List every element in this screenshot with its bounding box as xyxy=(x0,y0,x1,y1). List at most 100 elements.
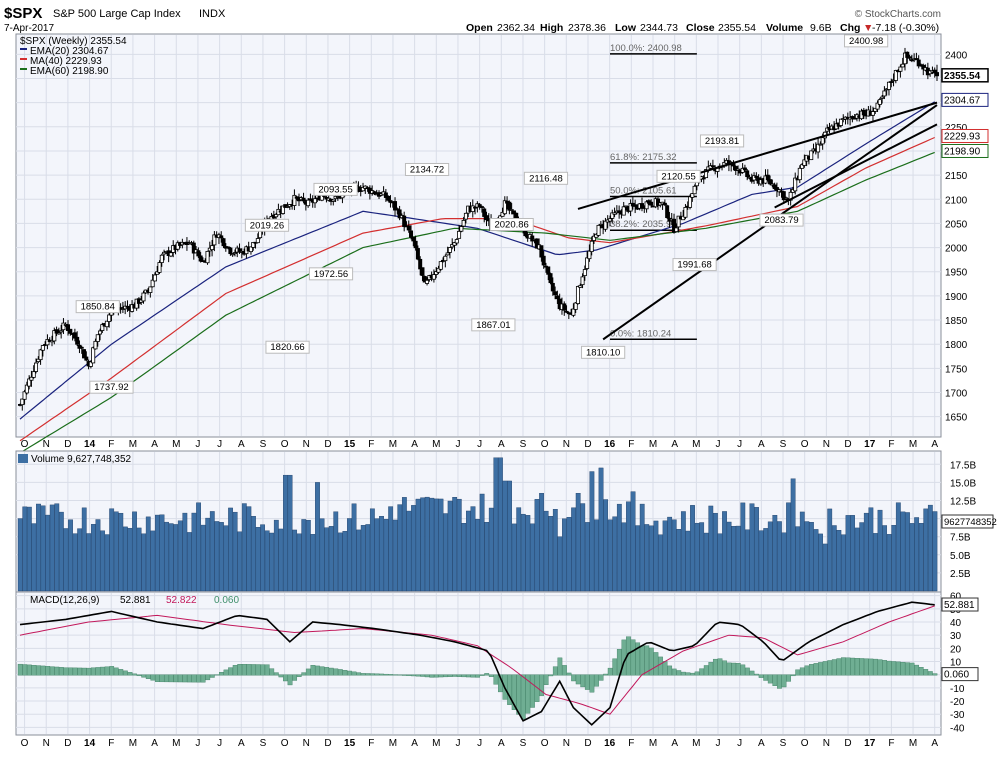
volume-bar xyxy=(740,502,746,592)
candle-body xyxy=(75,336,80,345)
candle-body xyxy=(649,201,654,206)
histogram-bar xyxy=(680,671,686,676)
chg-value: -7.18 (-0.30%) xyxy=(872,22,939,34)
histogram-bar xyxy=(205,674,211,681)
close-label: Close xyxy=(686,22,715,34)
right-label: 2198.90 xyxy=(944,146,981,157)
volume-bar xyxy=(594,519,599,592)
candle-body xyxy=(548,273,553,284)
volume-bar xyxy=(310,534,316,592)
volume-bar xyxy=(68,519,73,592)
x-tick-label: N xyxy=(823,439,830,450)
volume-bar xyxy=(676,529,682,592)
volume-bar xyxy=(145,516,151,592)
candle-body xyxy=(34,362,39,372)
candle-body xyxy=(141,292,146,302)
x-tick-label: S xyxy=(520,738,527,749)
volume-bar xyxy=(648,525,654,592)
x-tick-label: N xyxy=(823,738,830,749)
volume-bar xyxy=(324,527,330,592)
fibonacci-levels: 100.0%: 2400.98 61.8%: 2175.32 50.0%: 2105… xyxy=(609,43,697,341)
candle-body xyxy=(150,279,155,288)
histogram-bar xyxy=(68,667,73,676)
volume-bar xyxy=(635,525,641,592)
candle-body xyxy=(402,215,407,227)
candle-body xyxy=(36,358,41,363)
x-tick-label: D xyxy=(584,738,591,749)
volume-bar xyxy=(831,525,837,592)
volume-bar xyxy=(717,533,723,592)
ema20-line xyxy=(19,101,936,420)
ohlc-bar: Open 2362.34 High 2378.36 Low 2344.73 Cl… xyxy=(466,22,939,34)
low-label: Low xyxy=(615,22,637,34)
x-tick-label: F xyxy=(368,439,374,450)
candle-body xyxy=(745,170,750,178)
candle-body xyxy=(704,169,709,179)
volume-bar xyxy=(900,511,906,592)
fib-label: 0.0%: 1810.24 xyxy=(610,328,671,339)
annotation-box xyxy=(75,300,120,314)
volume-bar xyxy=(712,512,718,592)
histogram-bar xyxy=(758,674,764,678)
macd-tick-label: -20 xyxy=(950,697,965,708)
histogram-bar xyxy=(443,674,448,678)
histogram-bar xyxy=(493,674,499,685)
macd-title: MACD(12,26,9) xyxy=(30,595,99,606)
candle-body xyxy=(683,207,688,218)
macd-tick-label: 60 xyxy=(950,592,962,603)
histogram-bar xyxy=(342,670,348,676)
volume-bar xyxy=(40,505,46,592)
volume-bar xyxy=(735,525,741,592)
candle-body xyxy=(820,137,825,145)
volume-title: Volume 9,627,748,352 xyxy=(31,454,132,465)
volume-bar xyxy=(726,521,732,592)
histogram-bar xyxy=(740,664,746,676)
volume-bar xyxy=(502,480,508,592)
volume-tick-label: 15.0B xyxy=(950,478,976,489)
volume-bar xyxy=(708,505,714,592)
histogram-bar xyxy=(607,667,613,676)
macd-panel xyxy=(15,591,942,736)
histogram-bar xyxy=(360,673,366,676)
volume-bar xyxy=(196,502,201,592)
candle-body xyxy=(84,356,89,361)
price-tick-label: 2400 xyxy=(945,50,968,61)
volume-tick-label: 17.5B xyxy=(950,460,976,471)
volume-bar xyxy=(863,512,869,592)
macd-line xyxy=(19,601,935,726)
volume-bar xyxy=(749,503,755,592)
volume-bar xyxy=(516,507,522,592)
volume-last-box xyxy=(941,514,994,529)
candle-body xyxy=(159,254,164,263)
annotation-label: 2193.81 xyxy=(705,136,739,147)
right-label: 2229.93 xyxy=(944,131,981,142)
candle-body xyxy=(191,242,196,254)
price-annotations: 1850.84 1737.92 2019.26 1820.66 2093.55 1972.… xyxy=(75,34,889,394)
volume-bar xyxy=(918,523,924,592)
histogram-bar xyxy=(136,674,142,677)
volume-bar xyxy=(49,504,55,592)
candle-body xyxy=(210,245,215,251)
volume-bar xyxy=(744,529,750,592)
volume-bar xyxy=(283,474,288,592)
histogram-bar xyxy=(818,662,823,676)
volume-bar xyxy=(836,530,842,592)
histogram-bar xyxy=(667,665,673,676)
histogram-bar xyxy=(658,656,663,676)
candle-body xyxy=(877,99,882,105)
histogram-bar xyxy=(347,670,352,676)
histogram-bar xyxy=(415,674,421,677)
candle-body xyxy=(155,271,160,275)
histogram-bar xyxy=(795,669,801,676)
candle-body xyxy=(292,194,297,206)
histogram-bar xyxy=(214,674,220,676)
candle-body xyxy=(157,262,162,273)
volume-bar xyxy=(17,518,23,592)
histogram-bar xyxy=(337,669,343,676)
histogram-bar xyxy=(196,674,201,683)
histogram-bar xyxy=(712,658,718,676)
macd-histogram xyxy=(17,636,938,720)
volume-bar xyxy=(731,526,737,592)
candle-body xyxy=(59,330,64,333)
histogram-bar xyxy=(187,674,192,683)
